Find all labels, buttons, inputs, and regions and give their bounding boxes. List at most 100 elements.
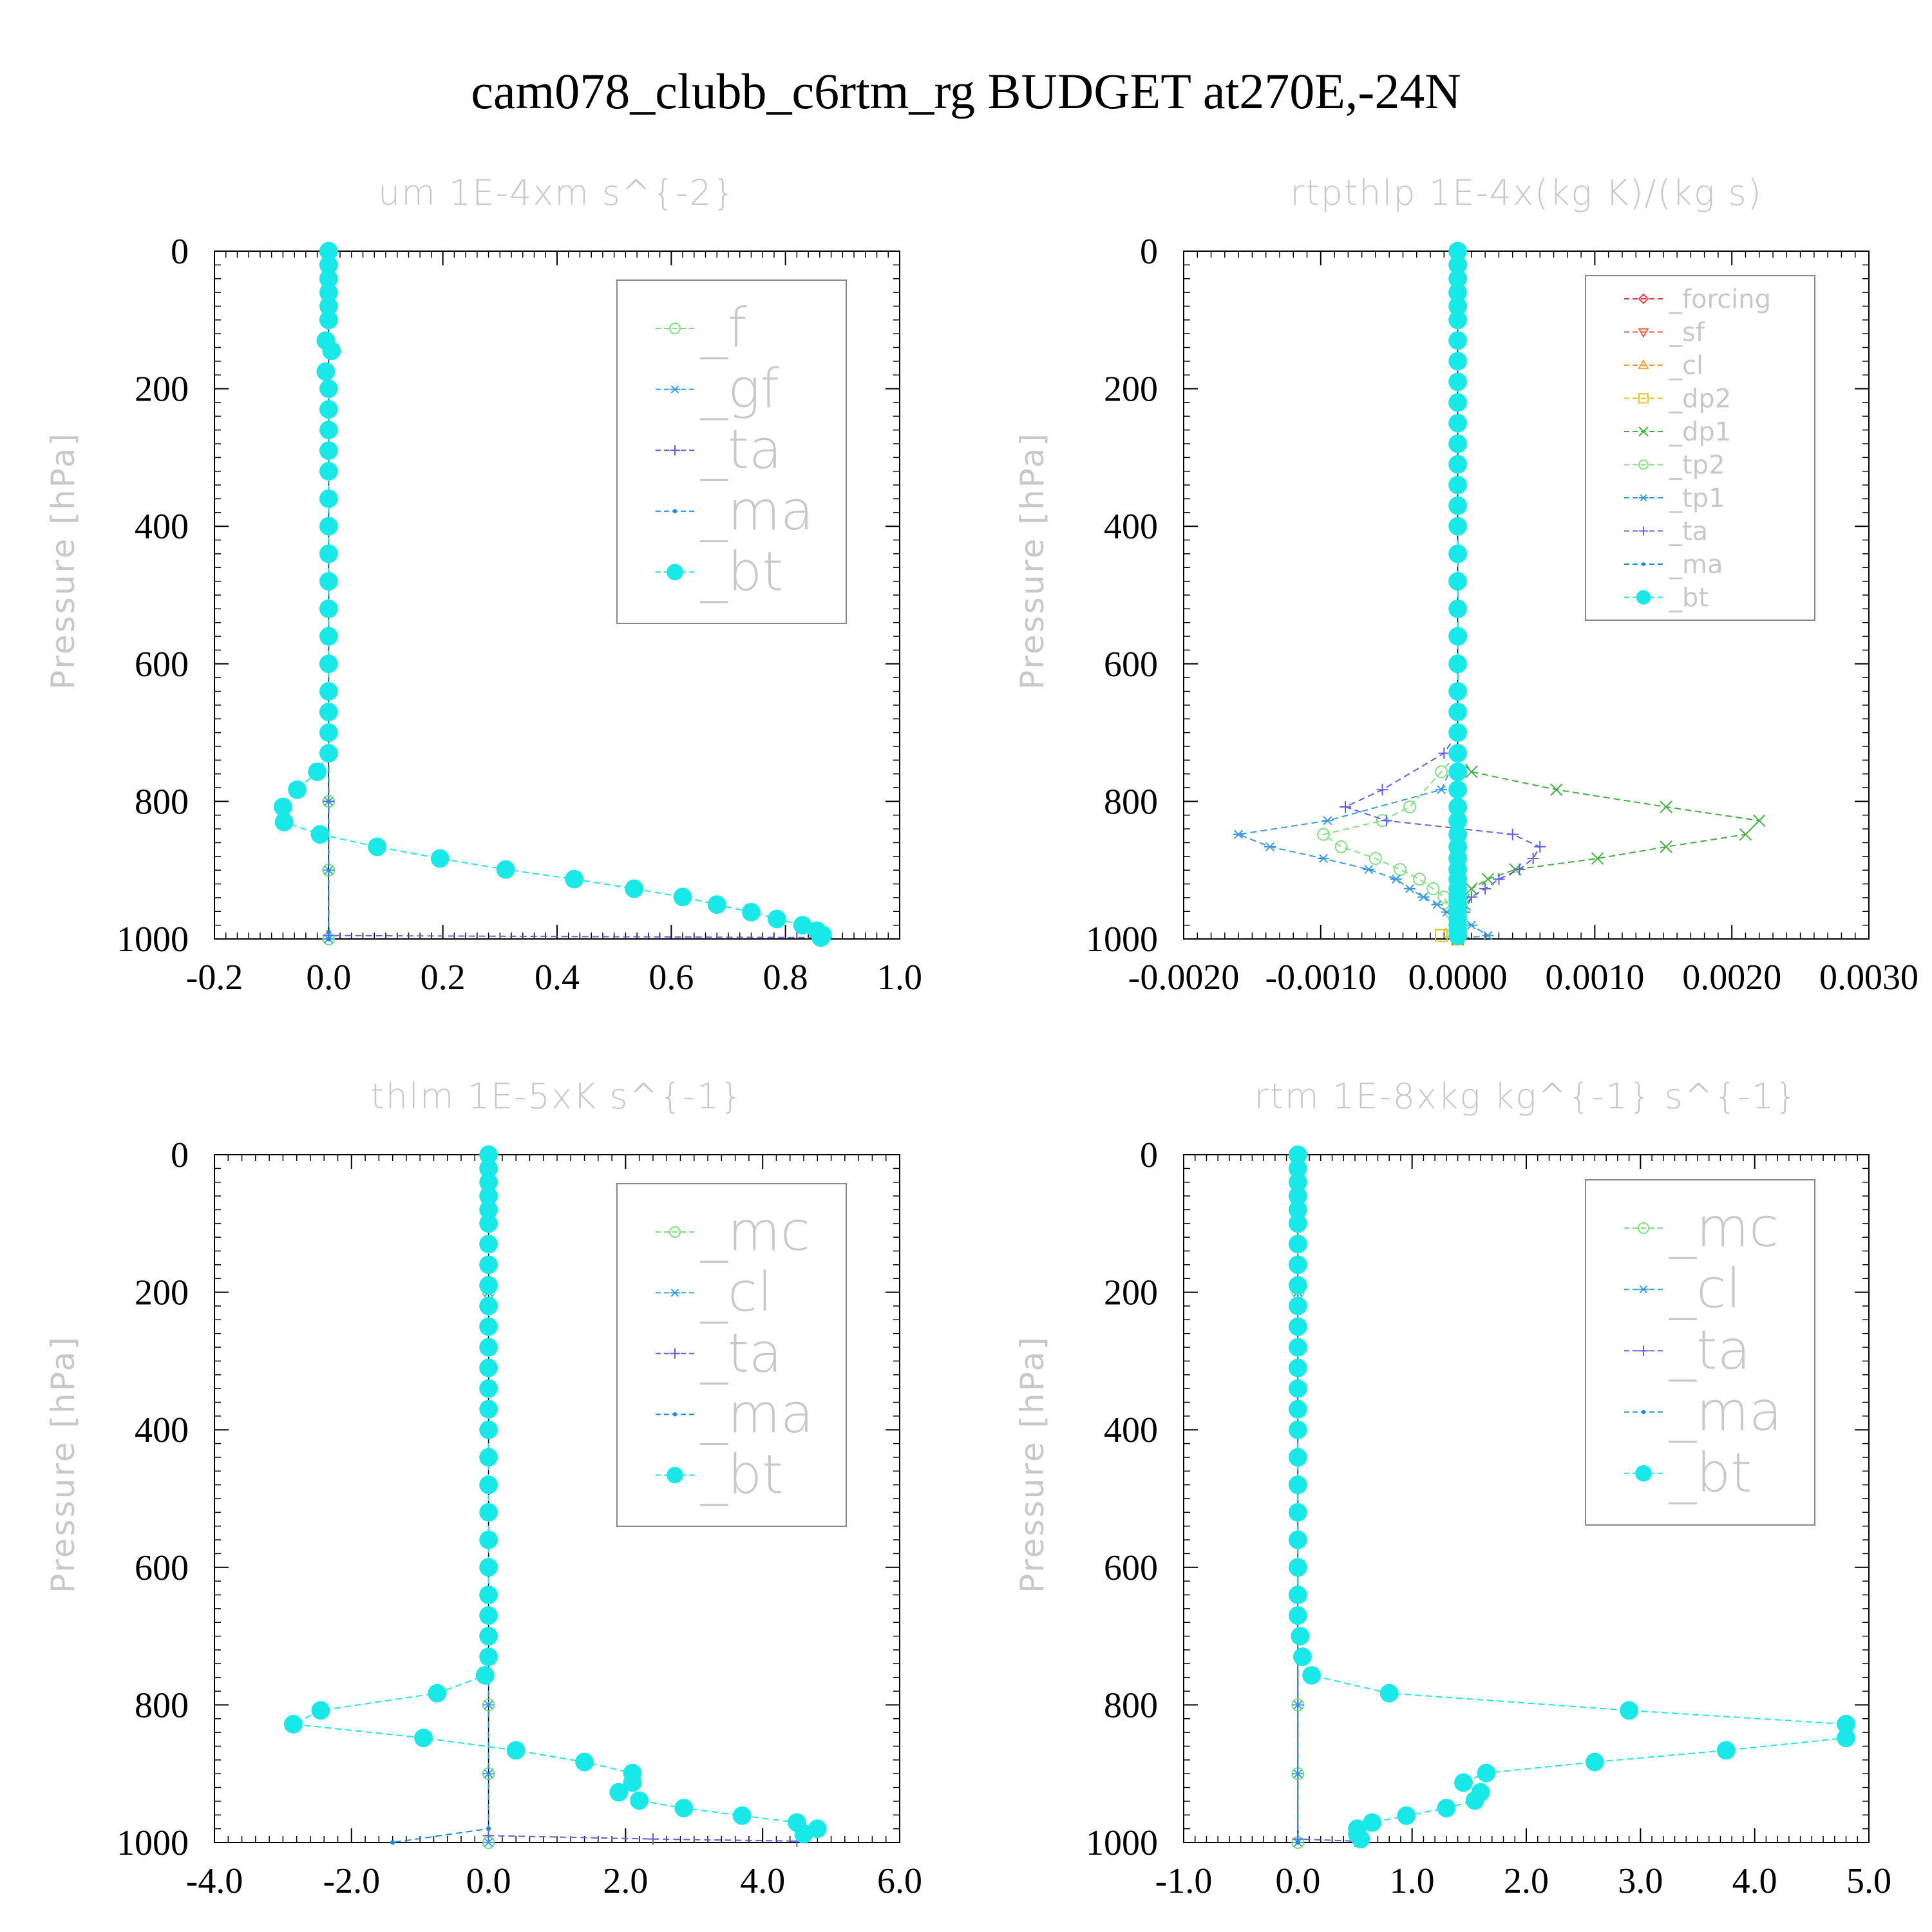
legend-box (616, 279, 847, 624)
legend-marker (672, 1412, 677, 1417)
data-point (1448, 654, 1468, 674)
data-point (496, 860, 515, 879)
legend-label: _ta (1669, 517, 1708, 547)
data-point (673, 887, 692, 907)
data-point (479, 1379, 498, 1398)
y-tick-label: 400 (135, 507, 189, 547)
series-line (1343, 251, 1541, 940)
data-point (1363, 1813, 1382, 1832)
data-point (1437, 1799, 1456, 1818)
panel-title: rtm 1E-8xkg kg^{-1} s^{-1} (1255, 1076, 1799, 1117)
series-bt (283, 1145, 827, 1844)
x-tick-label: 1.0 (1390, 1861, 1435, 1901)
data-point (1448, 372, 1468, 392)
data-point (479, 1502, 498, 1522)
x-tick-label: 0.0000 (1408, 958, 1508, 998)
legend-label: _ta (1669, 1318, 1750, 1381)
data-point (479, 1317, 498, 1336)
figure-title: cam078_clubb_c6rtm_rg BUDGET at270E,-24N (471, 63, 1461, 119)
data-point (794, 1824, 813, 1844)
data-point (811, 928, 831, 947)
series-ma (390, 1152, 491, 1845)
data-point (1413, 873, 1426, 886)
data-point (1380, 815, 1392, 827)
y-tick-label: 600 (1104, 1548, 1158, 1588)
data-point (1477, 1763, 1496, 1783)
data-point (1454, 1773, 1473, 1792)
data-point (1390, 875, 1402, 884)
data-point (1586, 1752, 1604, 1772)
panel-2: rtpthlp 1E-4x(kg K)/(kg s) Pressure [hPa]… (1014, 173, 1918, 998)
data-point (1448, 475, 1468, 495)
data-point (1482, 931, 1494, 940)
data-point (1448, 434, 1468, 453)
data-point (707, 895, 726, 914)
legend: _mc_cl_ta_ma_bt (616, 1183, 847, 1527)
data-point (1837, 1728, 1855, 1748)
data-point (475, 1666, 495, 1685)
legend-marker (1639, 494, 1648, 502)
data-point (1431, 900, 1443, 909)
data-point (1527, 853, 1539, 865)
y-axis-label: Pressure [hPa] (1014, 431, 1051, 690)
data-point (283, 1714, 303, 1734)
data-point (479, 1420, 498, 1439)
x-tick-label: 4.0 (740, 1861, 785, 1901)
data-point (319, 441, 338, 460)
data-point (479, 1186, 498, 1206)
data-point (390, 1840, 395, 1845)
y-axis-label: Pressure [hPa] (44, 431, 82, 690)
data-point (1233, 829, 1245, 839)
y-tick-label: 800 (1104, 782, 1158, 822)
data-point (1288, 1276, 1307, 1295)
series-tp2 (1317, 245, 1464, 945)
data-point (319, 744, 338, 763)
data-point (308, 762, 327, 781)
data-point (319, 297, 338, 316)
data-point (319, 283, 338, 302)
data-point (479, 1448, 498, 1467)
series-bt (274, 242, 832, 947)
data-point (479, 1255, 498, 1274)
data-point (732, 1806, 752, 1825)
legend-box (1585, 1179, 1815, 1526)
data-point (1288, 1214, 1307, 1233)
data-point (575, 1752, 594, 1772)
legend-marker (669, 323, 681, 334)
data-point (1435, 765, 1448, 779)
legend-label: _bt (1669, 1441, 1752, 1504)
data-point (625, 879, 644, 898)
data-point (322, 341, 341, 361)
y-tick-label: 1000 (1086, 1823, 1158, 1863)
data-point (430, 849, 450, 868)
data-point (1288, 1338, 1307, 1357)
y-tick-label: 400 (1104, 507, 1158, 547)
data-point (1479, 883, 1492, 895)
y-tick-label: 1000 (1086, 920, 1158, 960)
legend-label: _ta (700, 418, 782, 481)
legend-label: _ma (700, 479, 813, 542)
data-point (1620, 1701, 1639, 1720)
data-point (1288, 1530, 1307, 1549)
y-axis-label: Pressure [hPa] (1014, 1335, 1051, 1593)
data-point (1465, 882, 1478, 895)
legend-label: _cl (1669, 1257, 1741, 1320)
legend: _mc_cl_ta_ma_bt (1585, 1179, 1815, 1526)
data-point (1288, 1475, 1307, 1495)
data-point (368, 837, 387, 857)
x-tick-label: 3.0 (1618, 1861, 1663, 1901)
data-point (1448, 255, 1468, 274)
legend-label: _cl (700, 1260, 773, 1323)
data-point (319, 400, 338, 419)
y-tick-label: 400 (1104, 1410, 1158, 1450)
y-tick-label: 200 (135, 1273, 189, 1313)
legend-marker (1638, 459, 1649, 470)
series-line (392, 1155, 489, 1843)
data-point (479, 1276, 498, 1295)
data-point (479, 1296, 498, 1316)
x-tick-label: 0.0010 (1545, 958, 1644, 998)
data-point (1340, 800, 1352, 813)
data-point (1448, 544, 1468, 564)
data-point (486, 1826, 491, 1832)
data-point (1448, 242, 1468, 261)
